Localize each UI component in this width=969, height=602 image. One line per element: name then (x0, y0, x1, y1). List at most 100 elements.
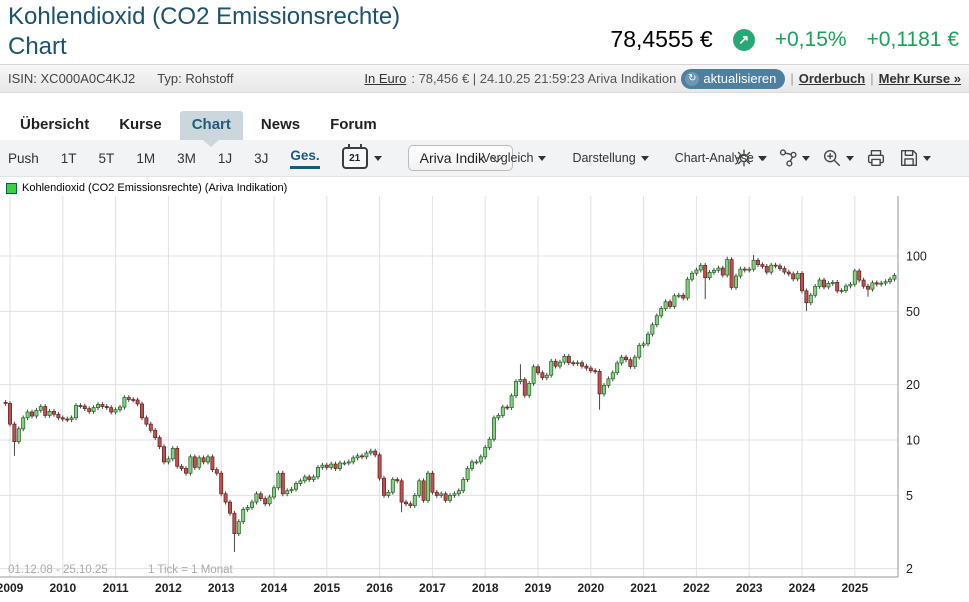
candle-body (285, 490, 290, 495)
candle-body (421, 480, 426, 501)
print-button[interactable] (865, 147, 887, 169)
range-1t[interactable]: 1T (60, 150, 77, 166)
candle-body (399, 480, 404, 503)
candle-body (12, 423, 17, 442)
candle-body (483, 447, 488, 458)
candle-body (25, 411, 30, 419)
candle-body (316, 467, 320, 478)
candle-body (109, 407, 114, 413)
candle-body (289, 488, 294, 492)
candle-body (404, 501, 408, 505)
caret-down-icon (923, 155, 931, 165)
candle-body (650, 324, 655, 335)
candle-body (241, 508, 246, 522)
candle-body (698, 264, 703, 271)
currency-link[interactable]: In Euro (364, 71, 407, 86)
candle-body (676, 294, 681, 297)
type-label: Typ: Rohstoff (157, 71, 234, 86)
candle-body (782, 268, 787, 273)
candle-body (624, 356, 628, 361)
range-push[interactable]: Push (8, 150, 39, 166)
range-5t[interactable]: 5T (98, 150, 115, 166)
candle-body (571, 362, 576, 365)
candle-body (720, 267, 725, 276)
candle-body (307, 476, 312, 480)
darstellung-menu[interactable]: Darstellung (572, 151, 649, 165)
save-button[interactable] (898, 147, 931, 169)
candle-body (52, 411, 56, 415)
candle-body (522, 379, 527, 396)
axis-lines (0, 196, 899, 578)
candle-body (65, 418, 70, 421)
candle-body (474, 461, 479, 464)
x-tick-label: 2016 (366, 581, 393, 595)
orderbuch-link[interactable]: Orderbuch (798, 71, 866, 86)
tab-chart[interactable]: Chart (179, 111, 243, 147)
candle-body (386, 491, 391, 496)
tab-uebersicht[interactable]: Übersicht (20, 116, 90, 133)
date-range-picker[interactable]: 21 (341, 144, 382, 169)
save-icon (900, 149, 918, 167)
x-tick-label: 2018 (472, 581, 499, 595)
range-gesamt[interactable]: Ges. (290, 148, 320, 169)
candle-body (250, 501, 254, 508)
refresh-icon: ↻ (685, 71, 700, 86)
candle-body (254, 493, 259, 503)
candle-body (30, 411, 34, 417)
candle-body (346, 461, 351, 464)
candle-body (470, 461, 474, 469)
candle-body (214, 469, 219, 474)
candle-body (817, 279, 822, 287)
zoom-button[interactable] (821, 147, 854, 169)
trend-up-icon: ↗ (732, 28, 755, 51)
candle-body (707, 271, 712, 279)
x-tick-label: 2015 (313, 581, 340, 595)
tab-news[interactable]: News (260, 116, 301, 133)
source-select[interactable]: Ariva Indik (407, 145, 514, 171)
range-1m[interactable]: 1M (136, 150, 156, 166)
candle-body (685, 278, 690, 299)
candle-body (8, 403, 12, 425)
candle-body (175, 448, 180, 467)
settings-button[interactable] (733, 147, 766, 169)
chart-canvas[interactable]: 1005020105220092010201120122013201420152… (0, 196, 969, 602)
mehr-kurse-link[interactable]: Mehr Kurse » (878, 71, 961, 86)
caret-down-icon (538, 155, 547, 165)
candle-body (113, 409, 118, 413)
x-tick-label: 2010 (49, 581, 76, 595)
candle-body (549, 360, 554, 376)
period-label: 01.12.08 - 25.10.25 (8, 564, 108, 576)
candle-body (417, 480, 422, 496)
range-3m[interactable]: 3M (177, 150, 196, 166)
candle-body (82, 405, 87, 410)
tab-forum[interactable]: Forum (330, 116, 377, 133)
candle-body (206, 456, 210, 463)
calendar-icon: 21 (341, 144, 368, 169)
candle-body (536, 366, 540, 374)
candle-body (258, 493, 263, 500)
candle-body (153, 429, 158, 438)
candle-body (725, 259, 730, 276)
candle-body (883, 281, 888, 284)
refresh-button[interactable]: ↻ aktualisieren (681, 68, 786, 89)
candle-body (148, 423, 153, 431)
candle-body (637, 344, 642, 358)
y-tick-label: 5 (906, 489, 913, 503)
y-tick-label: 100 (906, 250, 927, 264)
print-icon (867, 149, 885, 167)
share-button[interactable] (777, 147, 810, 169)
candle-body (210, 456, 215, 471)
candle-body (580, 362, 584, 367)
candle-body (3, 402, 8, 404)
chart-area[interactable]: 1005020105220092010201120122013201420152… (0, 196, 969, 602)
tab-kurse[interactable]: Kurse (119, 116, 162, 133)
range-3j[interactable]: 3J (254, 150, 269, 166)
candle-body (553, 360, 558, 367)
range-1j[interactable]: 1J (217, 150, 233, 166)
candle-body (69, 417, 74, 421)
vergleich-menu[interactable]: Vergleich (482, 151, 547, 165)
candle-body (131, 399, 136, 401)
candle-body (527, 383, 532, 396)
info-bar: ISIN: XC000A0C4KJ2 Typ: Rohstoff In Euro… (0, 64, 969, 93)
candle-body (848, 283, 853, 287)
